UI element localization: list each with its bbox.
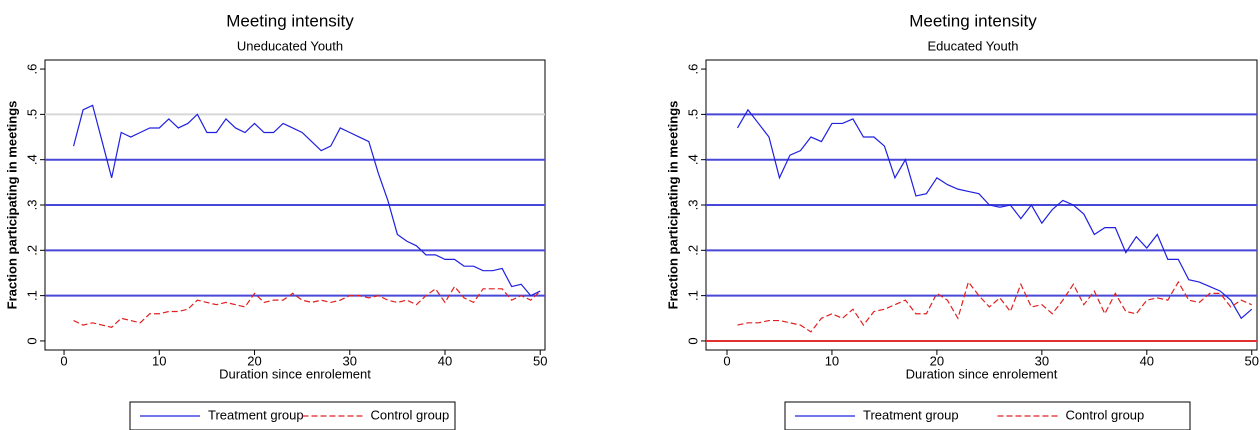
chart-subtitle: Uneducated Youth <box>237 38 343 53</box>
chart-subtitle: Educated Youth <box>927 38 1018 53</box>
x-tick-label: 0 <box>723 353 730 368</box>
series-line <box>736 108 1253 320</box>
y-tick-label: .3 <box>24 200 39 211</box>
legend-label: Control group <box>1066 407 1145 422</box>
y-tick-label: .5 <box>685 109 700 120</box>
y-tick-label: .6 <box>685 64 700 75</box>
x-tick-label: 50 <box>1245 353 1259 368</box>
y-tick-label: .6 <box>24 64 39 75</box>
y-tick-label: .3 <box>685 200 700 211</box>
chart-title: Meeting intensity <box>226 11 354 30</box>
y-tick-label: .4 <box>24 154 39 165</box>
chart-panel: 0 .1 .2 .3 .4 .5 .6 0 10 20 30 40 50 Duration since e… <box>665 11 1259 430</box>
chart-title: Meeting intensity <box>909 11 1037 30</box>
y-tick-label: 0 <box>685 337 700 344</box>
x-tick-label: 20 <box>247 353 261 368</box>
x-tick-label: 20 <box>930 353 944 368</box>
y-axis-title: Fraction participating in meetings <box>665 101 680 310</box>
legend-box <box>129 401 456 430</box>
chart-panel: 0 .1 .2 .3 .4 .5 .6 0 10 20 30 40 50 Duration since e… <box>4 11 547 430</box>
legend-label: Control group <box>371 407 450 422</box>
y-tick-label: .4 <box>685 154 700 165</box>
y-tick-label: 0 <box>24 337 39 344</box>
y-tick-label: .5 <box>24 109 39 120</box>
y-tick-label: .2 <box>685 245 700 256</box>
legend-label: Treatment group <box>208 407 304 422</box>
legend-label: Treatment group <box>863 407 959 422</box>
y-axis-title: Fraction participating in meetings <box>4 101 19 310</box>
series-line <box>73 285 541 329</box>
series-line <box>737 280 1252 333</box>
x-tick-label: 0 <box>60 353 67 368</box>
x-tick-label: 30 <box>1035 353 1049 368</box>
y-tick-label: .1 <box>685 290 700 301</box>
y-tick-label: .1 <box>24 290 39 301</box>
x-tick-label: 40 <box>438 353 452 368</box>
x-tick-label: 40 <box>1140 353 1154 368</box>
x-axis-title: Duration since enrolement <box>906 366 1058 381</box>
x-axis-title: Duration since enrolement <box>219 366 371 381</box>
y-tick-label: .2 <box>24 245 39 256</box>
series-line <box>72 104 541 297</box>
x-tick-label: 10 <box>825 353 839 368</box>
x-tick-label: 10 <box>152 353 166 368</box>
x-tick-label: 30 <box>343 353 357 368</box>
x-tick-label: 50 <box>533 353 547 368</box>
